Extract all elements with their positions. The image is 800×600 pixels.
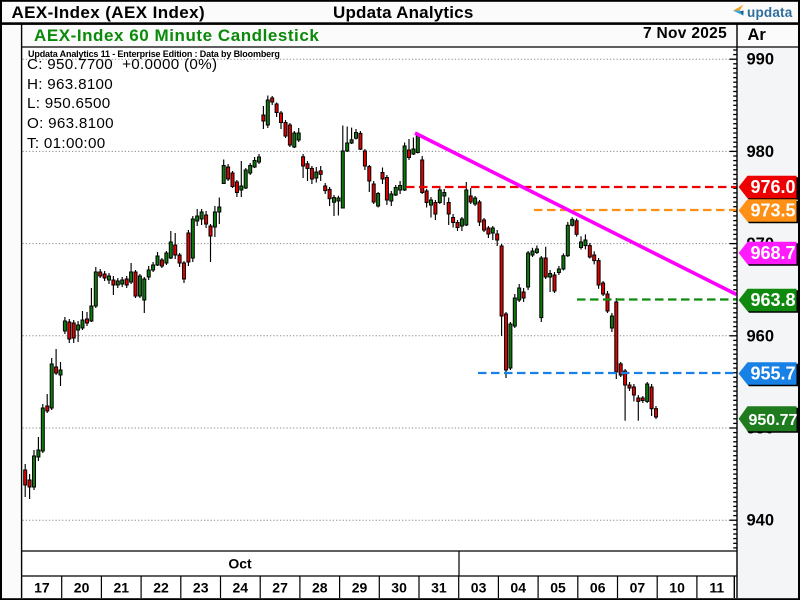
svg-text:973.5: 973.5 (751, 201, 796, 221)
svg-text:990: 990 (747, 51, 775, 69)
svg-text:Oct: Oct (228, 556, 252, 572)
svg-text:30: 30 (391, 580, 407, 596)
svg-text:968.7: 968.7 (751, 243, 796, 263)
svg-text:31: 31 (431, 580, 447, 596)
svg-text:05: 05 (550, 580, 566, 596)
svg-text:980: 980 (747, 143, 775, 161)
svg-text:10: 10 (669, 580, 685, 596)
svg-text:963.8: 963.8 (751, 290, 796, 310)
svg-text:950.77: 950.77 (749, 412, 798, 429)
svg-text:29: 29 (352, 580, 368, 596)
svg-text:03: 03 (471, 580, 487, 596)
svg-text:20: 20 (74, 580, 90, 596)
svg-text:976.0: 976.0 (751, 177, 796, 197)
svg-text:06: 06 (590, 580, 606, 596)
svg-text:21: 21 (114, 580, 130, 596)
svg-text:22: 22 (153, 580, 169, 596)
svg-text:28: 28 (312, 580, 328, 596)
svg-text:11: 11 (709, 580, 724, 596)
svg-text:17: 17 (34, 580, 50, 596)
svg-text:24: 24 (233, 580, 249, 596)
svg-text:23: 23 (193, 580, 209, 596)
svg-text:07: 07 (630, 580, 646, 596)
svg-text:940: 940 (747, 512, 775, 530)
svg-text:04: 04 (510, 580, 526, 596)
svg-text:955.7: 955.7 (751, 364, 796, 384)
svg-text:960: 960 (747, 327, 775, 345)
svg-text:27: 27 (272, 580, 288, 596)
